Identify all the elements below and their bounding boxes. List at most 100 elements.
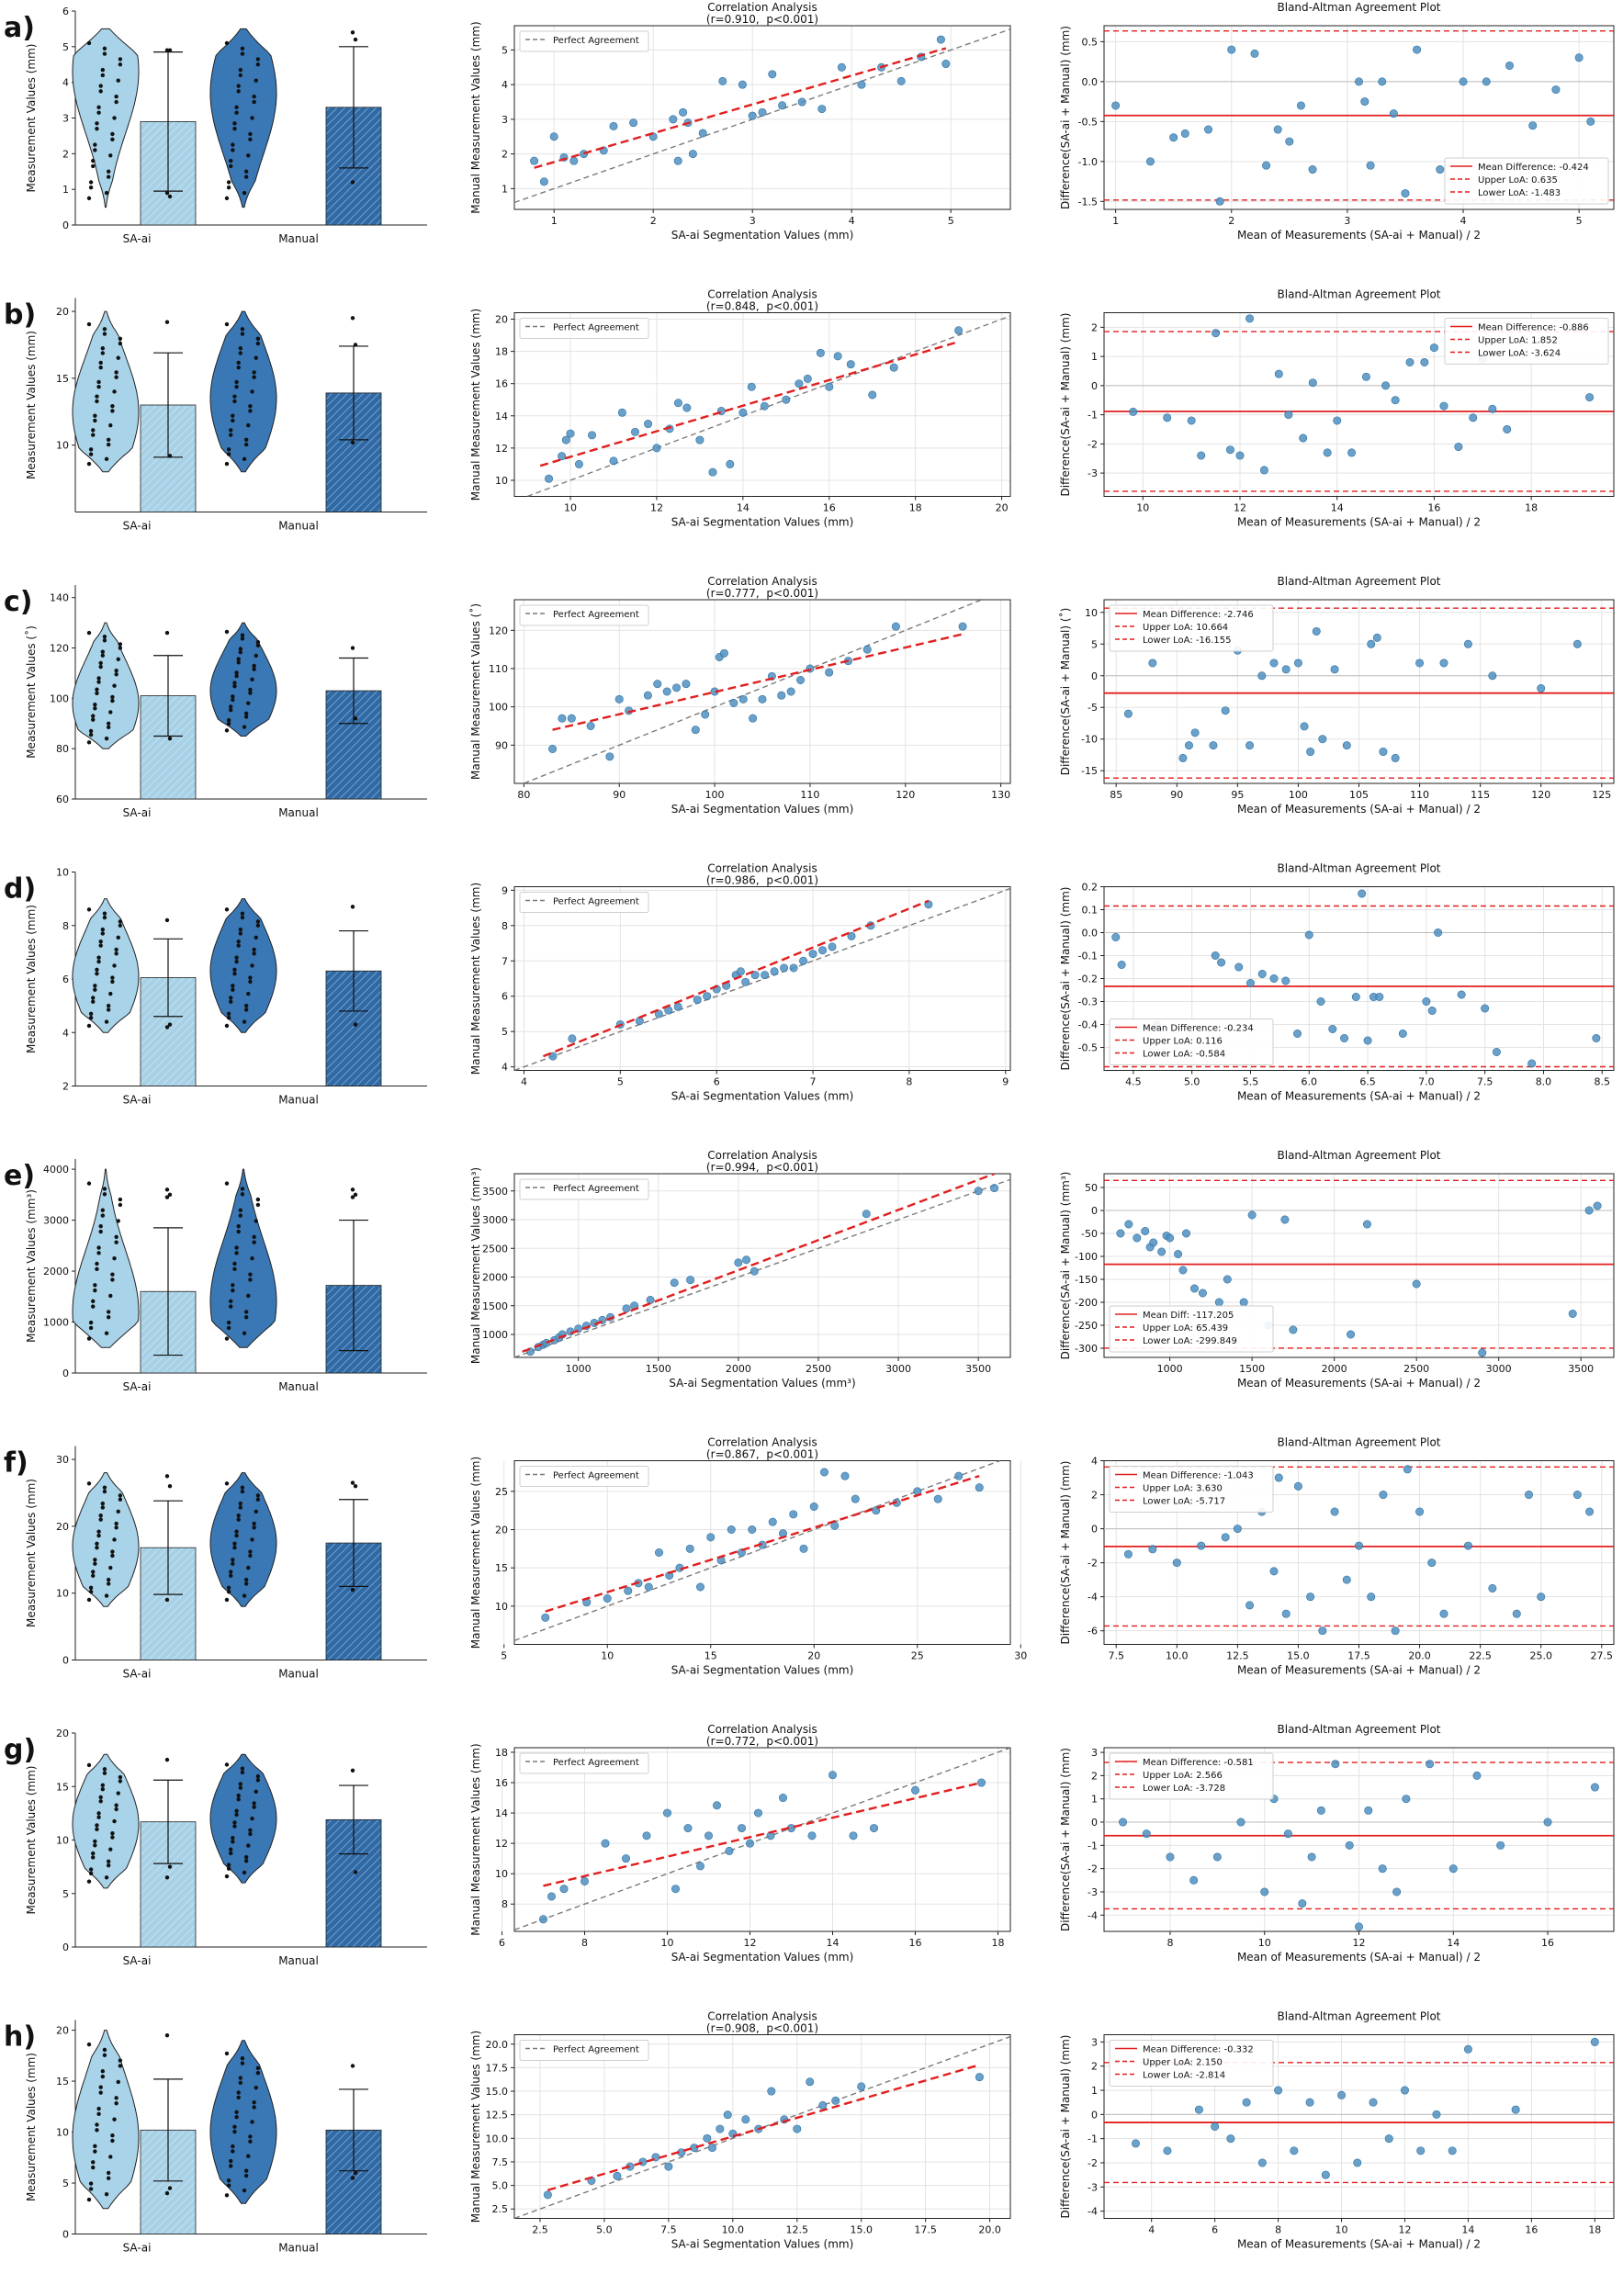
violin-point (98, 1795, 103, 1800)
data-point (891, 622, 900, 631)
violin-point (246, 2154, 251, 2158)
violin-point (116, 935, 120, 940)
bar-point (350, 1195, 355, 1199)
data-point (1391, 396, 1400, 405)
violin-point (95, 399, 99, 404)
data-point (549, 132, 558, 141)
violin-point (236, 89, 241, 94)
y-axis-label: Measurement Values (˚) (24, 625, 38, 759)
x-axis-label: Mean of Measurements (SA-ai + Manual) / … (1237, 2238, 1481, 2251)
data-point (1245, 979, 1255, 988)
data-point (686, 1276, 695, 1285)
data-point (1305, 2098, 1314, 2107)
data-point (1415, 1507, 1425, 1516)
y-tick-label: 0 (1091, 380, 1098, 392)
chart-title: Correlation Analysis (707, 1, 817, 14)
data-point (588, 431, 597, 440)
violin-point (93, 148, 97, 152)
data-point (1345, 1840, 1354, 1850)
data-point (1391, 1626, 1400, 1636)
violin-point (106, 1863, 111, 1868)
data-point (1111, 932, 1121, 941)
y-tick-label: 1 (1091, 2085, 1098, 2097)
y-tick-label: 5.0 (492, 2180, 509, 2192)
data-point (1512, 1609, 1521, 1618)
y-tick-label: 20 (495, 314, 508, 326)
violin-point (246, 701, 251, 705)
bar-point (167, 1192, 173, 1198)
legend-label: Upper LoA: 0.116 (1143, 1037, 1223, 1047)
violin-point (98, 1224, 103, 1229)
data-point (1293, 658, 1302, 668)
violin-point (118, 642, 123, 647)
data-point (673, 156, 682, 165)
data-point (1189, 1284, 1199, 1293)
violin-point (106, 174, 111, 179)
data-point (1274, 369, 1283, 378)
data-point (1157, 1247, 1167, 1256)
chart-title: Bland-Altman Agreement Plot (1278, 1723, 1441, 1736)
violin-point (88, 1325, 94, 1331)
violin-point (102, 911, 107, 916)
data-point (1304, 930, 1313, 940)
data-point (748, 111, 757, 120)
y-tick-label: 0 (1091, 1817, 1098, 1829)
violin-point (88, 1871, 94, 1876)
data-point (1481, 1004, 1490, 1013)
violin-point (110, 1277, 115, 1282)
bar-point (164, 1597, 170, 1603)
data-point (1166, 1233, 1175, 1243)
violin-point (88, 1011, 94, 1017)
y-axis-label: Measurement Values (mm) (25, 905, 38, 1053)
violin-point (102, 1187, 107, 1191)
data-point (807, 1831, 817, 1840)
y-axis-label: Manual Measurement Values (mm) (469, 1743, 482, 1935)
violin-point (110, 1549, 115, 1554)
data-point (862, 1210, 871, 1219)
data-point (818, 2100, 828, 2110)
violin-point (232, 1824, 237, 1829)
data-point (1234, 962, 1244, 972)
plot-frame (1103, 599, 1615, 784)
y-tick-label: 5 (62, 41, 69, 53)
data-point (1482, 77, 1491, 86)
violin-point (118, 341, 123, 346)
legend: Mean Diff: -117.205 Upper LoA: 65.439 Lowe… (1109, 1305, 1274, 1353)
data-point (1416, 2146, 1426, 2155)
data-point (1149, 1238, 1158, 1247)
panel-label: g) (4, 1734, 36, 1766)
data-point (1148, 658, 1157, 668)
x-tick-label: 100 (1289, 789, 1308, 801)
violin-point (243, 715, 249, 719)
correlation-chart: 10 12 14 16 18 20 10 12 14 16 18 20 Correlation Anal… (469, 288, 1011, 529)
legend-label: Upper LoA: 2.566 (1143, 1771, 1223, 1781)
bland-altman-chart: 1 2 3 4 5 0.5 0.0 -0.5 -1.0 -1.5 Bland-Altman Agre… (1059, 1, 1615, 242)
data-point (1572, 639, 1582, 648)
y-tick-label: -5 (1088, 702, 1098, 714)
data-point (1355, 1922, 1364, 1931)
violin-point (255, 2065, 261, 2071)
x-tick-label: 12 (744, 1937, 757, 1949)
violin-point (242, 1593, 247, 1598)
data-point (1472, 1771, 1482, 1780)
violin-point (86, 2042, 92, 2047)
y-tick-label: -4 (1088, 1909, 1098, 1921)
violin-point (252, 1240, 256, 1244)
legend-label: Mean Difference: -0.886 (1478, 323, 1589, 333)
data-point (1226, 2134, 1235, 2144)
x-tick-label: 110 (800, 789, 819, 801)
data-point (747, 382, 756, 391)
data-point (1392, 1887, 1402, 1896)
violin-point (252, 1521, 256, 1526)
y-tick-label: 1000 (482, 1329, 508, 1341)
x-tick-label: 27.5 (1591, 1650, 1614, 1662)
violin-point (231, 418, 235, 423)
data-point (806, 2077, 815, 2087)
data-point (614, 694, 624, 703)
data-point (1511, 2105, 1520, 2114)
data-point (704, 1831, 713, 1840)
chart-subtitle: (r=0.994, p<0.001) (706, 1161, 818, 1174)
x-tick-label: 8 (1275, 2224, 1281, 2236)
violin-point (238, 351, 243, 355)
